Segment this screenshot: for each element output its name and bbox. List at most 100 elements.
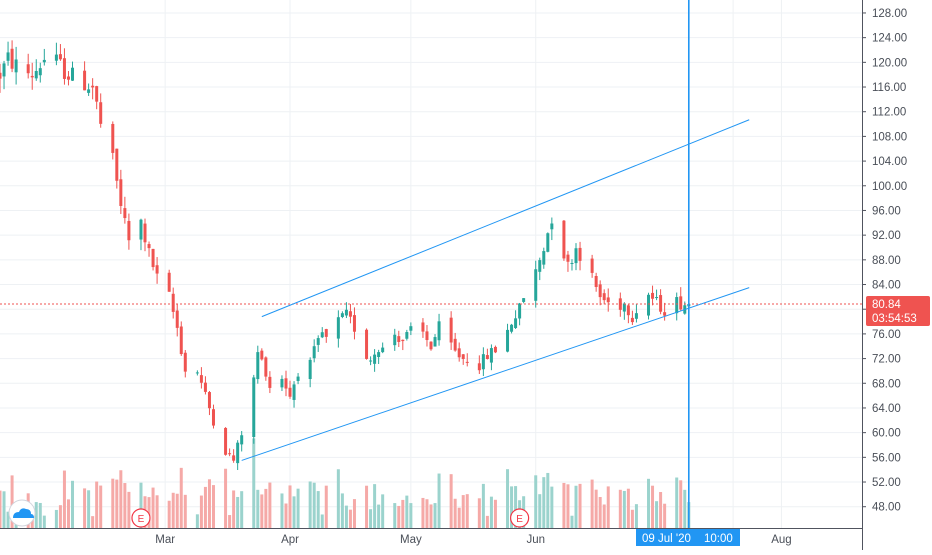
price-tick-label: 52.00 — [872, 477, 901, 489]
volume-bar — [284, 503, 288, 528]
volume-bar — [324, 485, 328, 528]
volume-bar — [626, 488, 630, 528]
candle — [316, 335, 320, 352]
volume-bar — [228, 515, 232, 528]
candle-body — [111, 123, 115, 153]
candle — [147, 241, 151, 257]
candle-body — [58, 54, 62, 60]
candle-body — [26, 64, 30, 74]
candle-body — [489, 348, 493, 363]
earnings-marker-icon[interactable]: E — [131, 508, 151, 528]
candle — [493, 345, 497, 354]
candle-body — [518, 303, 522, 319]
candle — [54, 42, 58, 66]
volume-bar — [421, 497, 425, 528]
volume-bar — [534, 475, 538, 528]
volume-bar — [66, 499, 70, 528]
candle — [465, 353, 469, 367]
candle-body — [308, 359, 312, 380]
candle-body — [264, 357, 268, 377]
candle-body — [655, 297, 659, 299]
volume-bar — [224, 468, 228, 528]
volume-bar — [119, 470, 123, 528]
candle-body — [312, 346, 316, 359]
candle-body — [232, 455, 236, 461]
volume-bar — [659, 492, 663, 528]
candle — [324, 328, 328, 343]
candle — [433, 334, 437, 347]
candle — [421, 318, 425, 338]
candle — [622, 302, 626, 320]
candle — [401, 339, 405, 351]
volume-bar — [99, 485, 103, 528]
candle — [449, 311, 453, 350]
volume-bar — [179, 467, 183, 528]
candle-body — [95, 86, 99, 102]
volume-bar — [147, 497, 151, 528]
cloud-logo-icon[interactable] — [8, 499, 36, 527]
candle — [336, 310, 340, 348]
candle — [95, 85, 99, 110]
candle-body — [6, 52, 10, 61]
candle-body — [425, 331, 429, 341]
candle — [34, 59, 38, 81]
candle-body — [606, 297, 610, 303]
volume-bar — [344, 505, 348, 528]
candle-body — [316, 338, 320, 345]
candle — [183, 350, 187, 378]
candle-body — [2, 63, 6, 77]
volume-bar — [54, 509, 58, 528]
candle-body — [381, 347, 385, 353]
volume-bar — [312, 482, 316, 528]
candle-body — [481, 354, 485, 370]
candle-body — [397, 336, 401, 342]
candle — [510, 323, 514, 334]
volume-bar — [256, 489, 260, 528]
candle — [312, 339, 316, 363]
price-tick-label: 96.00 — [872, 205, 901, 217]
volume-bar — [296, 488, 300, 528]
price-tick-label: 48.00 — [872, 502, 901, 514]
earnings-marker-label: E — [516, 514, 523, 525]
crosshair-date-badge: 09 Jul '20 10:00 — [636, 529, 740, 546]
candle-body — [240, 435, 244, 445]
candle-body — [546, 233, 550, 252]
trendline-lower[interactable] — [241, 287, 750, 461]
candle-body — [139, 219, 143, 240]
candle-body — [260, 350, 264, 360]
volume-bar — [365, 485, 369, 528]
candle — [578, 241, 582, 271]
volume-bar — [203, 486, 207, 528]
candle-body — [421, 322, 425, 332]
candle — [228, 448, 232, 457]
volume-bar — [151, 487, 155, 528]
candle-body — [570, 262, 574, 264]
candle-body — [256, 352, 260, 380]
trendline-upper[interactable] — [261, 119, 750, 318]
candle-body — [647, 294, 651, 316]
candle — [115, 148, 119, 189]
candle — [634, 303, 638, 323]
candle-body — [477, 363, 481, 371]
volume-bar — [566, 484, 570, 528]
candle — [2, 60, 6, 90]
price-tick-label: 88.00 — [872, 255, 901, 267]
candle — [340, 311, 344, 319]
candle-body — [365, 329, 369, 359]
candle — [630, 310, 634, 325]
earnings-marker-icon[interactable]: E — [510, 508, 530, 528]
time-tick-label: Mar — [155, 534, 175, 546]
price-tick-label: 68.00 — [872, 378, 901, 390]
price-tick-label: 108.00 — [872, 131, 907, 143]
volume-bar — [199, 495, 203, 528]
price-axis-panel — [862, 0, 932, 550]
trendline-drawings[interactable] — [241, 119, 750, 461]
candle — [91, 78, 95, 100]
candle — [461, 353, 465, 365]
candle-body — [449, 317, 453, 343]
candle-body — [369, 360, 373, 362]
volume-bar — [594, 489, 598, 528]
